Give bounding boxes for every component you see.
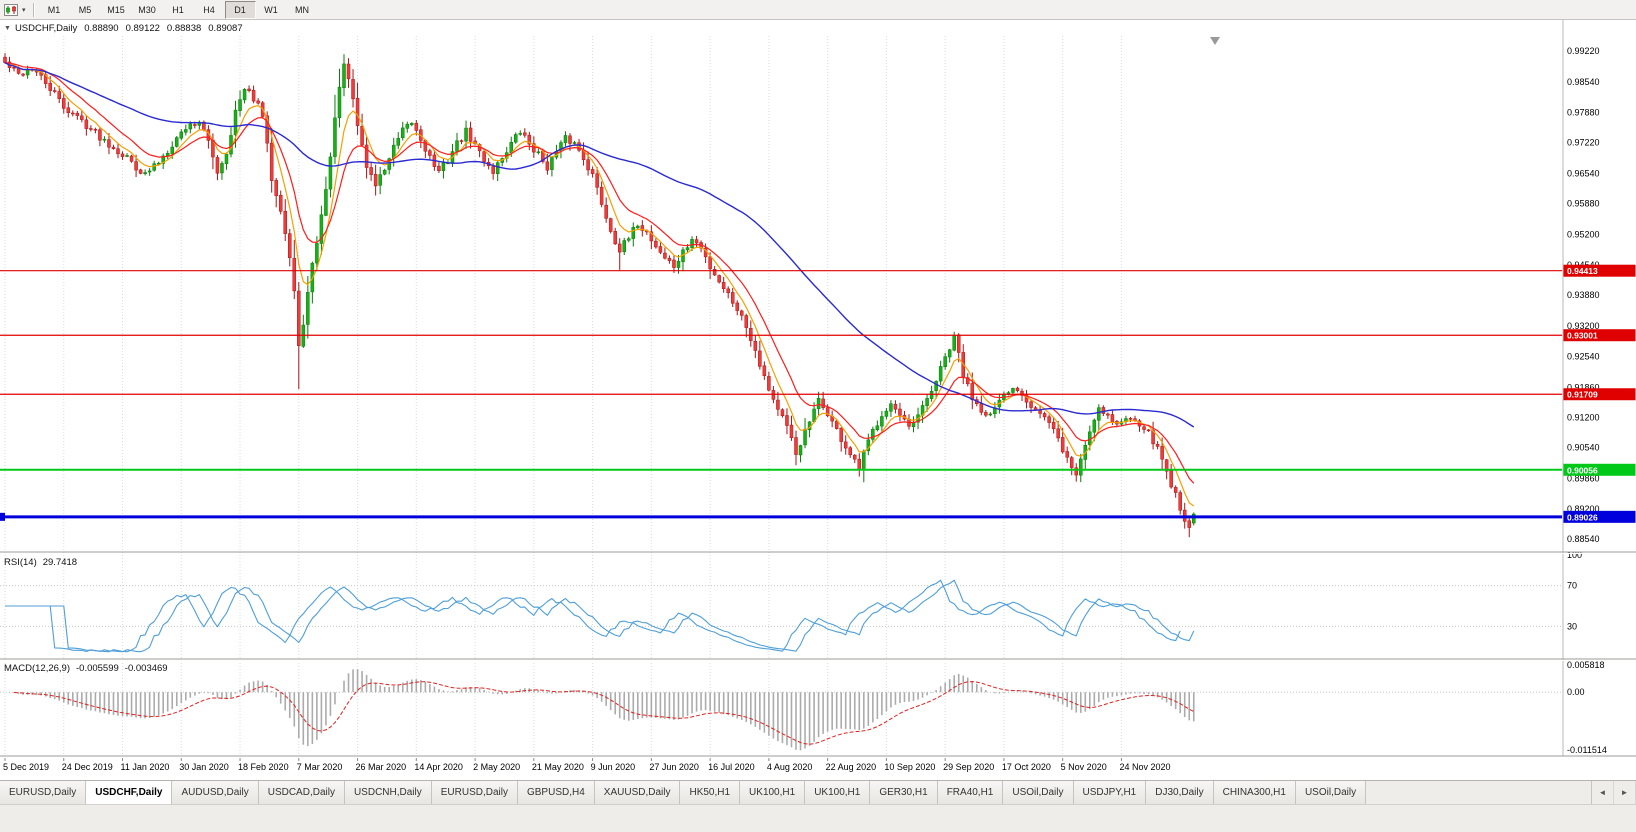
svg-text:0.91860: 0.91860 — [1567, 382, 1600, 392]
svg-text:11 Jan 2020: 11 Jan 2020 — [121, 762, 170, 772]
price-chart-canvas[interactable]: 0.99220 0.98540 0.97880 0.97220 0.96540 0.958… — [0, 20, 1636, 780]
svg-text:27 Jun 2020: 27 Jun 2020 — [649, 762, 699, 772]
svg-text:24 Nov 2020: 24 Nov 2020 — [1119, 762, 1170, 772]
chart-tab-audusd-daily[interactable]: AUDUSD,Daily — [172, 781, 259, 804]
chart-tabbar: EURUSD,Daily USDCHF,Daily AUDUSD,Daily USDC… — [0, 780, 1636, 804]
chart-tab-fra40-h1[interactable]: FRA40,H1 — [937, 781, 1004, 804]
timeframe-button-h4[interactable]: H4 — [203, 4, 215, 15]
svg-text:18 Feb 2020: 18 Feb 2020 — [238, 762, 289, 772]
timeframe-button-mn[interactable]: MN — [295, 4, 310, 15]
svg-text:17 Oct 2020: 17 Oct 2020 — [1002, 762, 1051, 772]
timeframe-button-m5[interactable]: M5 — [78, 4, 92, 15]
svg-text:70: 70 — [1567, 581, 1577, 591]
chart-tab-eurusd-daily[interactable]: EURUSD,Daily — [431, 781, 518, 804]
svg-text:9 Jun 2020: 9 Jun 2020 — [591, 762, 636, 772]
chart-tab-usdcad-daily[interactable]: USDCAD,Daily — [258, 781, 345, 804]
toolbar-separator — [32, 2, 35, 17]
svg-text:0.92540: 0.92540 — [1567, 351, 1600, 361]
svg-text:0.89200: 0.89200 — [1567, 504, 1600, 514]
svg-text:26 Mar 2020: 26 Mar 2020 — [356, 762, 407, 772]
svg-text:0.90540: 0.90540 — [1567, 443, 1600, 453]
svg-text:0.89860: 0.89860 — [1567, 474, 1600, 484]
chart-tab-uk100-h1[interactable]: UK100,H1 — [805, 781, 871, 804]
svg-text:100: 100 — [1567, 550, 1582, 560]
ohlc-toggle-icon[interactable]: ▼ — [4, 25, 11, 32]
chart-tab-china300-h1[interactable]: CHINA300,H1 — [1213, 781, 1296, 804]
svg-text:0.005818: 0.005818 — [1567, 660, 1605, 670]
svg-text:0.95200: 0.95200 — [1567, 230, 1600, 240]
svg-text:2 May 2020: 2 May 2020 — [473, 762, 520, 772]
status-bar — [0, 804, 1636, 832]
timeframe-group: M1 M5 M15 M30 H1 H4 D1 W1 MN — [39, 0, 318, 19]
chart-type-icon-glyph — [4, 3, 18, 16]
svg-text:10 Sep 2020: 10 Sep 2020 — [884, 762, 935, 772]
svg-text:0.91200: 0.91200 — [1567, 413, 1600, 423]
svg-text:5 Nov 2020: 5 Nov 2020 — [1061, 762, 1107, 772]
svg-text:0.90056: 0.90056 — [1567, 465, 1598, 475]
tab-scroll-arrows: ◄ ► — [1591, 781, 1636, 804]
svg-text:30 Jan 2020: 30 Jan 2020 — [179, 762, 229, 772]
chart-tab-usdjpy-h1[interactable]: USDJPY,H1 — [1073, 781, 1147, 804]
svg-text:0.98540: 0.98540 — [1567, 77, 1600, 87]
chart-tab-dj30-daily[interactable]: DJ30,Daily — [1146, 781, 1214, 804]
chart-tab-gbpusd-h4[interactable]: GBPUSD,H4 — [517, 781, 595, 804]
svg-text:24 Dec 2019: 24 Dec 2019 — [62, 762, 113, 772]
toolbar: ▾ M1 M5 M15 M30 H1 H4 D1 W1 MN — [0, 0, 1636, 20]
tab-scroll-right-icon[interactable]: ► — [1614, 781, 1636, 804]
chart-menu-caret-icon[interactable]: ▾ — [22, 6, 26, 14]
svg-text:14 Apr 2020: 14 Apr 2020 — [414, 762, 463, 772]
svg-text:22 Aug 2020: 22 Aug 2020 — [826, 762, 877, 772]
timeframe-button-h1[interactable]: H1 — [172, 4, 184, 15]
timeframe-button-m1[interactable]: M1 — [47, 4, 61, 15]
svg-text:0.97880: 0.97880 — [1567, 107, 1600, 117]
svg-text:0.99220: 0.99220 — [1567, 46, 1600, 56]
chart-tab-usdchf-daily[interactable]: USDCHF,Daily — [86, 781, 173, 804]
svg-text:0.91709: 0.91709 — [1567, 390, 1598, 400]
chart-tab-usdcnh-daily[interactable]: USDCNH,Daily — [344, 781, 432, 804]
svg-text:-0.011514: -0.011514 — [1567, 745, 1607, 755]
timeframe-button-w1[interactable]: W1 — [264, 4, 278, 15]
chart-tab-uk100-h1[interactable]: UK100,H1 — [740, 781, 806, 804]
svg-text:4 Aug 2020: 4 Aug 2020 — [767, 762, 813, 772]
svg-text:21 May 2020: 21 May 2020 — [532, 762, 584, 772]
chart-tab-eurusd-daily[interactable]: EURUSD,Daily — [0, 781, 87, 804]
timeframe-button-m15[interactable]: M15 — [107, 4, 125, 15]
chart-tab-hk50-h1[interactable]: HK50,H1 — [680, 781, 741, 804]
svg-text:0.97220: 0.97220 — [1567, 137, 1600, 147]
svg-text:29 Sep 2020: 29 Sep 2020 — [943, 762, 994, 772]
svg-text:16 Jul 2020: 16 Jul 2020 — [708, 762, 755, 772]
svg-text:5 Dec 2019: 5 Dec 2019 — [3, 762, 49, 772]
svg-text:0.88540: 0.88540 — [1567, 534, 1600, 544]
svg-text:0.94413: 0.94413 — [1567, 266, 1598, 276]
chart-tab-usoil-daily[interactable]: USOil,Daily — [1003, 781, 1074, 804]
svg-text:30: 30 — [1567, 621, 1577, 631]
chart-tab-ger30-h1[interactable]: GER30,H1 — [870, 781, 938, 804]
timeframe-button-d1[interactable]: D1 — [224, 0, 256, 19]
svg-text:0.93880: 0.93880 — [1567, 290, 1600, 300]
svg-text:0.89026: 0.89026 — [1567, 512, 1598, 522]
svg-text:0.93200: 0.93200 — [1567, 321, 1600, 331]
svg-text:7 Mar 2020: 7 Mar 2020 — [297, 762, 343, 772]
svg-text:0.96540: 0.96540 — [1567, 169, 1600, 179]
tab-scroll-left-icon[interactable]: ◄ — [1592, 781, 1614, 804]
svg-text:0.00: 0.00 — [1567, 687, 1585, 697]
svg-text:0.95880: 0.95880 — [1567, 199, 1600, 209]
chart-area[interactable]: 0.99220 0.98540 0.97880 0.97220 0.96540 0.958… — [0, 20, 1636, 780]
timeframe-button-m30[interactable]: M30 — [138, 4, 156, 15]
chart-tab-xauusd-daily[interactable]: XAUUSD,Daily — [594, 781, 681, 804]
chart-type-icon[interactable] — [3, 3, 19, 17]
svg-text:0.93001: 0.93001 — [1567, 331, 1598, 341]
chart-tab-usoil-daily[interactable]: USOil,Daily — [1295, 781, 1367, 804]
